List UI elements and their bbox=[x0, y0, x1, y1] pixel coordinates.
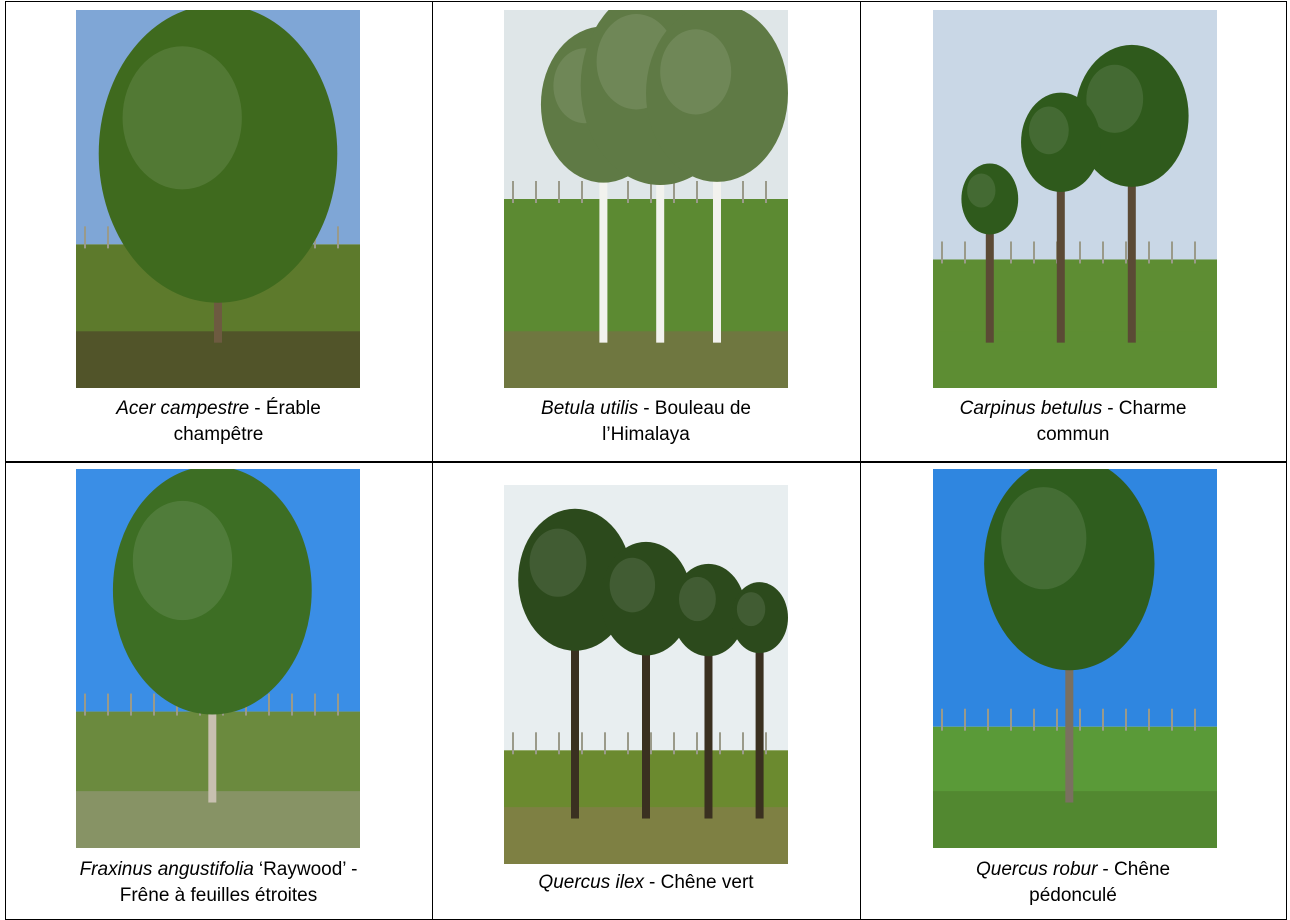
caption: Betula utilis- Bouleau de l’Himalaya bbox=[476, 396, 816, 448]
row-tree bbox=[512, 732, 514, 754]
document: Acer campestre- Érable champêtre Betula u… bbox=[0, 0, 1290, 920]
row-tree bbox=[1033, 241, 1035, 263]
row-tree bbox=[1033, 709, 1035, 731]
row-tree bbox=[1125, 241, 1127, 263]
latin-name: Acer campestre bbox=[116, 398, 249, 419]
row-tree bbox=[742, 181, 744, 203]
caption: Carpinus betulus- Charme commun bbox=[903, 396, 1243, 448]
row-tree bbox=[107, 694, 109, 716]
canopy-light bbox=[123, 46, 242, 189]
ground bbox=[933, 791, 1217, 848]
row-tree bbox=[650, 732, 652, 754]
row-tree bbox=[268, 694, 270, 716]
tree-photo bbox=[76, 469, 360, 848]
row-tree bbox=[964, 241, 966, 263]
ground bbox=[504, 331, 788, 388]
caption: Acer campestre- Érable champêtre bbox=[49, 396, 389, 448]
tree-photo bbox=[76, 10, 360, 388]
row-tree bbox=[1171, 241, 1173, 263]
row-tree bbox=[696, 181, 698, 203]
row-tree bbox=[1010, 709, 1012, 731]
caption: Fraxinus angustifolia‘Raywood’ - Frêne à… bbox=[49, 857, 389, 909]
row-tree bbox=[941, 709, 943, 731]
row-tree bbox=[742, 732, 744, 754]
row-tree bbox=[1125, 709, 1127, 731]
row-tree bbox=[535, 732, 537, 754]
row-tree bbox=[1148, 709, 1150, 731]
row-tree bbox=[987, 709, 989, 731]
tree-photo bbox=[933, 469, 1217, 848]
common-name: - Chêne vert bbox=[649, 872, 754, 893]
tree-photo bbox=[504, 10, 788, 388]
latin-name: Fraxinus angustifolia bbox=[80, 859, 254, 880]
canopy-light bbox=[1001, 487, 1086, 589]
row-tree bbox=[627, 732, 629, 754]
row-tree bbox=[719, 732, 721, 754]
latin-name: Betula utilis bbox=[541, 398, 638, 419]
row-tree bbox=[1194, 241, 1196, 263]
row-tree bbox=[1148, 241, 1150, 263]
row-tree bbox=[1171, 709, 1173, 731]
ground bbox=[76, 791, 360, 848]
row-tree bbox=[558, 732, 560, 754]
canopy-light bbox=[967, 173, 995, 207]
row-tree bbox=[1102, 709, 1104, 731]
row-tree bbox=[581, 181, 583, 203]
row-tree bbox=[696, 732, 698, 754]
row-tree bbox=[765, 732, 767, 754]
row-tree bbox=[765, 181, 767, 203]
canopy-light bbox=[679, 577, 716, 621]
row-tree bbox=[581, 732, 583, 754]
row-tree bbox=[337, 694, 339, 716]
tree-photo bbox=[504, 485, 788, 864]
latin-name: Quercus robur bbox=[976, 859, 1097, 880]
latin-name: Quercus ilex bbox=[538, 872, 644, 893]
canopy-light bbox=[660, 29, 731, 114]
row-tree bbox=[1079, 241, 1081, 263]
row-tree bbox=[627, 181, 629, 203]
row-tree bbox=[107, 226, 109, 248]
row-tree bbox=[512, 181, 514, 203]
row-tree bbox=[153, 694, 155, 716]
row-tree bbox=[673, 181, 675, 203]
latin-name: Carpinus betulus bbox=[960, 398, 1103, 419]
row-tree bbox=[558, 181, 560, 203]
row-tree bbox=[314, 694, 316, 716]
row-tree bbox=[535, 181, 537, 203]
row-tree bbox=[291, 694, 293, 716]
row-tree bbox=[1194, 709, 1196, 731]
canopy-light bbox=[133, 501, 232, 620]
canopy-light bbox=[1029, 107, 1069, 155]
caption: Quercus ilex- Chêne vert bbox=[476, 870, 816, 896]
row-tree bbox=[604, 732, 606, 754]
row-tree bbox=[1102, 241, 1104, 263]
tree-photo bbox=[933, 10, 1217, 388]
row-tree bbox=[1079, 709, 1081, 731]
canopy-light bbox=[530, 529, 587, 597]
row-tree bbox=[84, 694, 86, 716]
row-tree bbox=[84, 226, 86, 248]
row-tree bbox=[337, 226, 339, 248]
row-tree bbox=[673, 732, 675, 754]
row-tree bbox=[941, 241, 943, 263]
row-tree bbox=[1010, 241, 1012, 263]
canopy-light bbox=[737, 592, 765, 626]
row-tree bbox=[1056, 709, 1058, 731]
row-tree bbox=[964, 709, 966, 731]
caption: Quercus robur- Chêne pédonculé bbox=[903, 857, 1243, 909]
canopy-light bbox=[610, 558, 655, 613]
row-tree bbox=[130, 694, 132, 716]
ground bbox=[933, 331, 1217, 388]
